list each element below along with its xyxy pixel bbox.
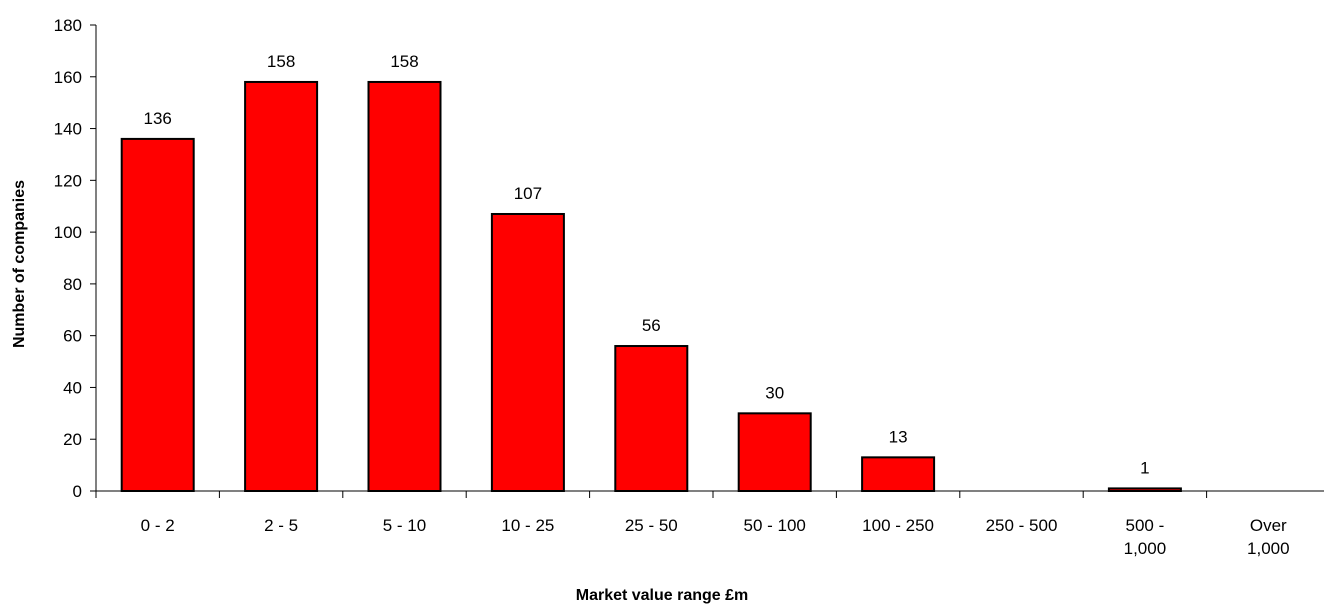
bar xyxy=(614,345,689,492)
x-category-label: Over xyxy=(1250,516,1287,535)
bar-data-label: 56 xyxy=(642,316,661,335)
bar-data-label: 13 xyxy=(889,427,908,446)
x-category-label: 25 - 50 xyxy=(625,516,678,535)
bar xyxy=(120,137,195,493)
x-category-label: 50 - 100 xyxy=(744,516,806,535)
bar xyxy=(861,456,936,493)
x-category-label: 250 - 500 xyxy=(986,516,1058,535)
y-tick-label: 0 xyxy=(73,482,82,501)
x-category-label: 0 - 2 xyxy=(141,516,175,535)
bars xyxy=(120,80,1182,493)
x-axis-ticks xyxy=(95,491,1208,498)
y-tick-label: 60 xyxy=(63,327,82,346)
data-labels: 136 158 158 107 56 30 13 1 xyxy=(144,52,1150,477)
bar-data-label: 158 xyxy=(267,52,295,71)
y-tick-label: 100 xyxy=(54,223,82,242)
bar xyxy=(490,212,565,492)
y-axis-title: Number of companies xyxy=(11,180,28,348)
y-tick-label: 140 xyxy=(54,120,82,139)
x-axis-title: Market value range £m xyxy=(576,587,749,604)
bar xyxy=(367,80,442,492)
y-tick-label: 180 xyxy=(54,16,82,35)
bar xyxy=(244,80,319,492)
bar-data-label: 158 xyxy=(390,52,418,71)
x-category-label: 2 - 5 xyxy=(264,516,298,535)
y-axis-ticks: 0 20 40 60 80 100 120 140 160 180 xyxy=(54,16,96,501)
y-tick-label: 80 xyxy=(63,275,82,294)
x-category-label: 10 - 25 xyxy=(501,516,554,535)
x-category-label: 500 - xyxy=(1126,516,1165,535)
bar-data-label: 107 xyxy=(514,184,542,203)
bar-data-label: 30 xyxy=(765,383,784,402)
x-category-label: 100 - 250 xyxy=(862,516,934,535)
bar xyxy=(737,412,812,493)
bar-data-label: 136 xyxy=(144,109,172,128)
y-tick-label: 160 xyxy=(54,68,82,87)
y-tick-label: 120 xyxy=(54,171,82,190)
y-tick-label: 20 xyxy=(63,430,82,449)
x-axis-category-labels: 0 - 2 2 - 5 5 - 10 10 - 25 25 - 50 50 - 100 10… xyxy=(141,516,1290,558)
x-category-label: 5 - 10 xyxy=(383,516,426,535)
x-category-label: 1,000 xyxy=(1247,539,1290,558)
y-tick-label: 40 xyxy=(63,378,82,397)
bar-data-label: 1 xyxy=(1140,458,1149,477)
x-category-label: 1,000 xyxy=(1124,539,1167,558)
